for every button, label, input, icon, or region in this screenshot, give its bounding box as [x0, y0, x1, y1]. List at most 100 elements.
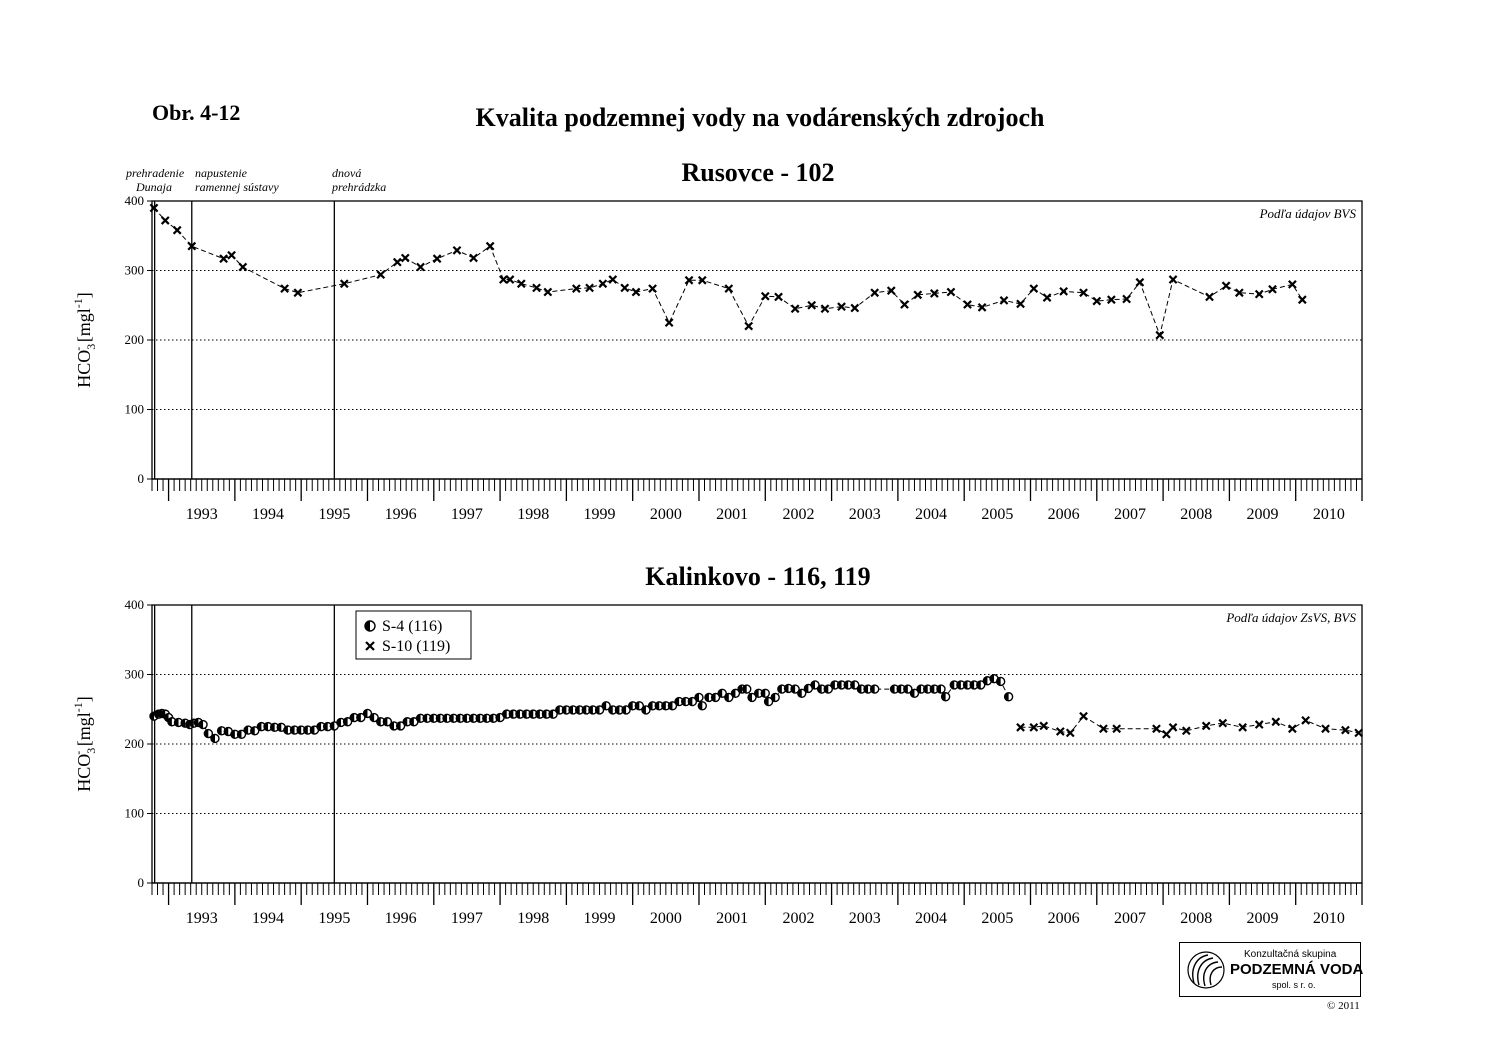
- data-point-x: [1092, 296, 1102, 306]
- data-point-half-circle: [356, 712, 366, 723]
- marker-fill: [555, 705, 560, 714]
- data-point-x: [1341, 725, 1350, 735]
- source-note: Podľa údajov BVS: [1259, 206, 1357, 221]
- data-point-x: [913, 290, 923, 300]
- data-point-x: [1135, 277, 1145, 287]
- legend-x-icon: [365, 641, 375, 651]
- x-tick-label: 1995: [318, 506, 350, 523]
- marker-fill: [764, 697, 769, 706]
- data-point-x: [963, 300, 972, 309]
- marker-fill: [588, 705, 593, 714]
- data-point-x: [774, 292, 783, 302]
- data-point-x: [1079, 288, 1088, 298]
- marker-fill: [376, 717, 381, 726]
- data-point-x: [1029, 722, 1039, 732]
- data-point-x: [532, 283, 541, 293]
- marker-fill: [164, 713, 169, 722]
- data-point-x: [1055, 727, 1065, 736]
- marker-fill: [990, 674, 995, 683]
- marker-fill: [711, 693, 716, 702]
- data-point-half-circle: [1003, 692, 1014, 702]
- x-tick-label: 2005: [981, 506, 1013, 523]
- x-tick-label: 1996: [385, 506, 417, 523]
- marker-fill: [724, 693, 729, 702]
- data-point-half-circle: [389, 721, 399, 731]
- marker-fill: [290, 726, 295, 735]
- x-tick-label: 1998: [517, 910, 549, 927]
- marker-fill: [181, 719, 186, 728]
- company-logo: Konzultačná skupina PODZEMNÁ VODA spol. …: [1179, 942, 1363, 997]
- data-point-half-circle: [329, 721, 340, 731]
- y-tick-label: 400: [125, 193, 145, 208]
- data-point-half-circle: [760, 688, 770, 698]
- data-point-x: [1234, 288, 1244, 298]
- marker-fill: [870, 685, 875, 694]
- marker-fill: [317, 722, 322, 731]
- marker-fill: [655, 701, 660, 710]
- marker-fill: [429, 714, 434, 723]
- data-point-x: [1107, 295, 1116, 305]
- x-tick-label: 1997: [451, 910, 483, 927]
- data-point-half-circle: [621, 705, 631, 715]
- data-point-half-circle: [641, 705, 651, 715]
- data-point-x: [485, 241, 495, 251]
- marker-fill: [482, 714, 487, 723]
- legend-box: [355, 610, 472, 660]
- marker-fill: [956, 680, 961, 689]
- event-line2: prehrádzka: [332, 180, 387, 194]
- data-point-half-circle: [995, 676, 1006, 687]
- data-point-x: [1205, 292, 1214, 302]
- marker-fill: [356, 713, 361, 722]
- marker-fill: [718, 689, 723, 698]
- event-label-weir: dnová prehrádzka: [332, 166, 386, 194]
- marker-fill: [456, 714, 461, 723]
- marker-fill: [996, 677, 1001, 686]
- x-tick-label: 2006: [1048, 910, 1080, 927]
- data-point-half-circle: [548, 709, 558, 719]
- data-point-x: [886, 286, 896, 296]
- series-S-10-119-: [1016, 711, 1364, 739]
- page-title: Kvalita podzemnej vody na vodárenských z…: [475, 103, 1045, 132]
- marker-fill: [303, 726, 308, 735]
- marker-fill: [910, 689, 915, 698]
- x-tick-label: 2006: [1048, 506, 1080, 523]
- data-point-x: [684, 275, 694, 285]
- data-point-half-circle: [843, 680, 853, 690]
- y-tick-label: 100: [125, 402, 145, 417]
- marker-fill: [917, 685, 922, 694]
- data-point-half-circle: [336, 717, 346, 728]
- marker-fill: [174, 718, 179, 727]
- data-point-half-circle: [747, 692, 757, 703]
- data-point-half-circle: [836, 680, 847, 690]
- marker-fill: [409, 717, 414, 726]
- marker-fill: [950, 680, 955, 689]
- event-line2: ramennej sústavy: [195, 180, 279, 194]
- data-point-x: [160, 216, 170, 225]
- marker-fill: [443, 714, 448, 723]
- data-point-x: [280, 284, 289, 293]
- data-point-half-circle: [724, 692, 734, 703]
- x-tick-label: 1998: [517, 506, 549, 523]
- marker-fill: [668, 701, 673, 710]
- marker-fill: [194, 718, 199, 727]
- x-tick-label: 2002: [782, 910, 814, 927]
- marker-fill: [635, 701, 640, 710]
- data-point-half-circle: [236, 729, 247, 739]
- marker-fill: [641, 705, 646, 714]
- marker-fill: [791, 685, 796, 694]
- data-point-half-circle: [770, 692, 780, 703]
- data-point-x: [505, 275, 515, 284]
- data-point-x: [219, 254, 228, 264]
- data-point-x: [516, 279, 526, 289]
- data-point-x: [1218, 718, 1228, 728]
- marker-fill: [224, 727, 229, 736]
- marker-fill: [936, 685, 941, 694]
- data-point-half-circle: [694, 692, 704, 703]
- marker-fill: [595, 705, 600, 714]
- data-point-half-circle: [810, 680, 820, 690]
- data-point-half-circle: [561, 705, 572, 715]
- marker-fill: [462, 714, 467, 723]
- marker-fill: [297, 726, 302, 735]
- marker-fill: [343, 717, 348, 726]
- data-point-half-circle: [797, 688, 807, 698]
